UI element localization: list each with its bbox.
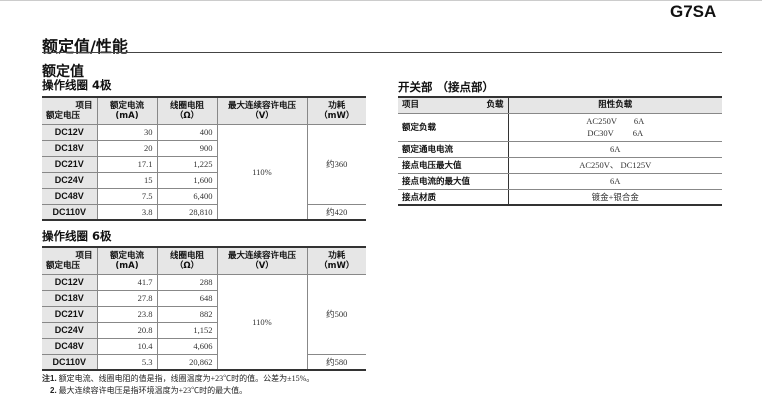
header-item: 项目 额定电压 [42,247,97,275]
rated-current: 41.7 [96,274,157,291]
switch-row: 接点电压最大值 AC250V、 DC125V [398,157,722,174]
rated-voltage: DC24V [42,322,97,339]
header-max-voltage: 最大连续容许电压 （V） [216,97,307,125]
switch-item-value: AC250V、 DC125V [507,157,722,174]
notes: 注1. 额定电流、线圈电阻的值是指，线圈温度为+23℃时的值。公差为±15%。 … [42,373,314,397]
switch-row: 额定负载 AC250V 6A DC30V 6A [398,113,722,142]
switch-item-value: 6A [507,173,722,190]
coil4-heading: 操作线圈 4极 [42,78,112,92]
rated-voltage: DC110V [42,354,97,371]
rated-current: 30 [96,124,157,141]
coil4-table: 项目 额定电压 额定电流 (mA) 线圈电阻 （Ω） 最大连续容许电压 （V） 功耗 （m… [42,96,366,221]
top-border [0,0,762,1]
table-row: DC48V 7.5 6,400 [42,188,366,205]
header-resistance: 线圈电阻 （Ω） [156,97,217,125]
rated-current: 23.8 [96,306,157,323]
header-power: 功耗 （mW） [306,97,366,125]
rated-current: 20.8 [96,322,157,339]
coil-resistance: 400 [156,124,217,141]
rated-current: 20 [96,140,157,157]
rated-current: 7.5 [96,188,157,205]
switch-table: 项目 负载 阻性负载 额定负载 AC250V 6A DC30V 6A 额定通电电流 6… [398,96,722,206]
rated-voltage: DC110V [42,204,97,221]
table-row: DC110V 3.8 28,810 约420 [42,203,366,221]
table-row: DC110V 5.3 20,862 约580 [42,353,366,371]
switch-item-value: 6A [507,141,722,158]
rated-current: 3.8 [96,204,157,221]
switch-item-label: 额定通电电流 [398,141,508,158]
page-title: 额定值/性能 [42,37,128,56]
coil6-heading: 操作线圈 6极 [42,229,112,243]
table-row: DC48V 10.4 4,606 [42,338,366,355]
coil-resistance: 648 [156,290,217,307]
table-row: DC21V 23.8 882 [42,306,366,323]
rated-voltage: DC21V [42,156,97,173]
note-1: 注1. 额定电流、线圈电阻的值是指，线圈温度为+23℃时的值。公差为±15%。 [42,374,315,383]
switch-item-label: 接点材质 [398,189,508,206]
max-voltage: 110% [216,274,307,371]
header-power: 功耗 （mW） [306,247,366,275]
rated-voltage: DC12V [42,124,97,141]
power-consumption: 约500 [306,274,366,355]
max-voltage: 110% [216,124,307,221]
rated-current: 5.3 [96,354,157,371]
title-rule [42,52,722,53]
coil-resistance: 1,225 [156,156,217,173]
model-name: G7SA [670,2,717,21]
switch-heading: 开关部 （接点部） [398,80,495,94]
rated-current: 15 [96,172,157,189]
coil-resistance: 6,400 [156,188,217,205]
switch-header-item: 项目 负载 [398,97,508,114]
rated-voltage: DC21V [42,306,97,323]
table-row: DC21V 17.1 1,225 [42,156,366,173]
rated-voltage: DC18V [42,290,97,307]
switch-row: 接点材质 镀金+银合金 [398,189,722,206]
rated-voltage: DC24V [42,172,97,189]
coil-resistance: 882 [156,306,217,323]
table-row: DC24V 20.8 1,152 [42,322,366,339]
rated-current: 27.8 [96,290,157,307]
coil-resistance: 1,600 [156,172,217,189]
switch-item-label: 接点电压最大值 [398,157,508,174]
table-row: DC12V 30 400 110% 约360 [42,124,366,221]
switch-item-value: 镀金+银合金 [507,189,722,206]
coil-resistance: 1,152 [156,322,217,339]
power-consumption-110v: 约420 [306,203,366,221]
rated-current: 17.1 [96,156,157,173]
rated-voltage: DC48V [42,338,97,355]
coil6-table: 项目 额定电压 额定电流 (mA) 线圈电阻 （Ω） 最大连续容许电压 （V） 功耗 （m… [42,246,366,371]
table-row: DC24V 15 1,600 [42,172,366,189]
coil-resistance: 288 [156,274,217,291]
power-consumption: 约360 [306,124,366,205]
switch-row: 接点电流的最大值 6A [398,173,722,190]
coil-resistance: 900 [156,140,217,157]
header-max-voltage: 最大连续容许电压 （V） [216,247,307,275]
header-current: 额定电流 (mA) [96,97,157,125]
header-current: 额定电流 (mA) [96,247,157,275]
switch-item-value: AC250V 6A DC30V 6A [507,113,722,142]
switch-item-label: 接点电流的最大值 [398,173,508,190]
switch-row: 额定通电电流 6A [398,141,722,158]
rated-current: 10.4 [96,338,157,355]
coil-resistance: 4,606 [156,338,217,355]
ratings-heading: 额定值 [42,64,84,80]
note-2: 2. 最大连续容许电压是指环境温度为+23℃时的最大值。 [50,386,248,395]
rated-voltage: DC48V [42,188,97,205]
rated-voltage: DC12V [42,274,97,291]
coil-resistance: 28,810 [156,204,217,221]
coil-resistance: 20,862 [156,354,217,371]
table-row: DC18V 20 900 [42,140,366,157]
table-row: DC18V 27.8 648 [42,290,366,307]
table-row: DC12V 41.7 288 110% 约500 [42,274,366,371]
header-item: 项目 额定电压 [42,97,97,125]
power-consumption-110v: 约580 [306,353,366,371]
switch-item-label: 额定负载 [398,113,508,142]
switch-header-resistive: 阻性负载 [507,97,722,114]
header-resistance: 线圈电阻 （Ω） [156,247,217,275]
rated-voltage: DC18V [42,140,97,157]
